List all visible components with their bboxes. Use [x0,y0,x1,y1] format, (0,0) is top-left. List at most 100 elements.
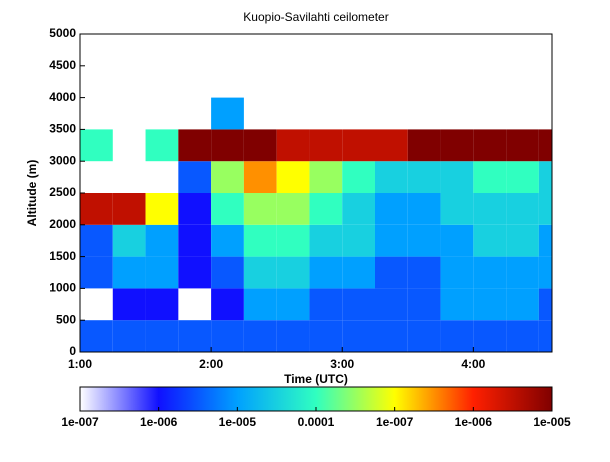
heat-cell [407,129,441,162]
heat-cell [473,193,507,225]
heat-cell [538,320,552,352]
heat-cell [112,288,146,321]
heat-cell [112,256,146,289]
y-tick-label: 4000 [49,90,76,104]
heat-cell [178,256,212,289]
heat-cell [145,129,179,162]
heat-cell [145,224,179,257]
heat-cell [407,256,441,289]
heat-cell [309,288,343,321]
heat-cell [506,256,539,289]
heat-cell [440,288,474,321]
heat-cell [211,193,244,225]
heat-cell [145,288,179,321]
heat-cell [309,193,343,225]
heat-cell [211,288,244,321]
heat-cell [538,161,552,193]
heat-cell [112,224,146,257]
y-axis-label: Altitude (m) [25,160,39,227]
heat-cell [375,129,408,162]
heat-cell [276,193,310,225]
heat-cell [375,256,408,289]
heat-cell [375,193,408,225]
heat-cell [440,320,474,352]
heat-cell [112,193,146,225]
heat-cell [243,129,277,162]
heat-cell [145,193,179,225]
heat-cell [375,224,408,257]
heat-cell [276,256,310,289]
heat-cell [440,224,474,257]
x-axis-label: Time (UTC) [284,372,348,386]
heat-cell [473,320,507,352]
heat-cell [145,256,179,289]
heat-cell [473,288,507,321]
heat-cell [80,320,113,352]
heat-cell [440,256,474,289]
heat-cell [407,193,441,225]
y-tick-label: 1500 [49,249,76,263]
colorbar-label: 1e-006 [140,415,178,429]
heat-cell [407,288,441,321]
heat-cell [473,224,507,257]
heat-cell [538,193,552,225]
heat-cell [80,193,113,225]
heat-cell [407,161,441,193]
heat-cell [506,320,539,352]
y-tick-label: 0 [69,344,76,358]
heat-cell [407,320,441,352]
x-tick-label: 3:00 [330,357,354,371]
heat-cell [276,288,310,321]
heat-cell [506,161,539,193]
heat-cell [342,288,375,321]
heat-cell [506,193,539,225]
heat-cell [211,256,244,289]
heat-cell [145,320,179,352]
y-tick-label: 1000 [49,281,76,295]
heat-cell [440,193,474,225]
colorbar-label: 0.0001 [298,415,335,429]
x-tick-label: 2:00 [199,357,223,371]
heat-cell [243,161,277,193]
x-tick-label: 4:00 [461,357,485,371]
heat-cell [342,224,375,257]
heat-cell [309,256,343,289]
heat-cell [538,129,552,162]
heat-cell [276,161,310,193]
heat-cell [243,256,277,289]
colorbar-label: 1e-005 [219,415,257,429]
heat-cell [342,129,375,162]
y-tick-label: 4500 [49,58,76,72]
heat-cell [211,224,244,257]
y-tick-label: 2500 [49,185,76,199]
heat-cell [276,224,310,257]
heat-cell [276,129,310,162]
heat-cell [178,193,212,225]
y-tick-label: 3000 [49,153,76,167]
colorbar-label: 1e-007 [61,415,99,429]
heat-cell [375,320,408,352]
heat-cell [342,193,375,225]
heat-cell [243,320,277,352]
x-tick-label: 1:00 [68,357,92,371]
heat-cell [342,256,375,289]
y-tick-label: 3500 [49,122,76,136]
heat-cell [178,129,212,162]
chart-title: Kuopio-Savilahti ceilometer [243,10,388,24]
heat-cell [211,129,244,162]
heat-cell [178,320,212,352]
y-tick-label: 5000 [49,26,76,40]
heat-cell [440,161,474,193]
y-tick-label: 2000 [49,217,76,231]
heat-cell [538,256,552,289]
heat-cell [309,320,343,352]
heat-cell [243,288,277,321]
heat-cell [309,129,343,162]
colorbar-label: 1e-007 [376,415,414,429]
heat-cell [407,224,441,257]
heat-cell [112,320,146,352]
heat-cell [309,161,343,193]
heat-cell [80,256,113,289]
